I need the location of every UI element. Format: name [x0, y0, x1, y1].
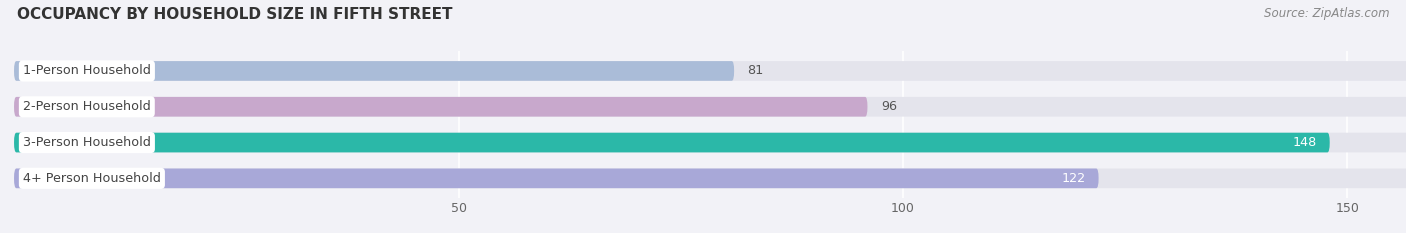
Text: Source: ZipAtlas.com: Source: ZipAtlas.com — [1264, 7, 1389, 20]
Text: OCCUPANCY BY HOUSEHOLD SIZE IN FIFTH STREET: OCCUPANCY BY HOUSEHOLD SIZE IN FIFTH STR… — [17, 7, 453, 22]
Text: 2-Person Household: 2-Person Household — [22, 100, 150, 113]
FancyBboxPatch shape — [14, 168, 1098, 188]
FancyBboxPatch shape — [14, 168, 1406, 188]
Text: 148: 148 — [1292, 136, 1316, 149]
Text: 81: 81 — [748, 65, 763, 77]
FancyBboxPatch shape — [14, 61, 734, 81]
Text: 122: 122 — [1062, 172, 1085, 185]
FancyBboxPatch shape — [14, 133, 1406, 152]
Text: 3-Person Household: 3-Person Household — [22, 136, 150, 149]
Text: 4+ Person Household: 4+ Person Household — [22, 172, 160, 185]
Text: 96: 96 — [880, 100, 897, 113]
FancyBboxPatch shape — [14, 97, 868, 116]
FancyBboxPatch shape — [14, 61, 1406, 81]
FancyBboxPatch shape — [14, 97, 1406, 116]
Text: 1-Person Household: 1-Person Household — [22, 65, 150, 77]
FancyBboxPatch shape — [14, 133, 1330, 152]
